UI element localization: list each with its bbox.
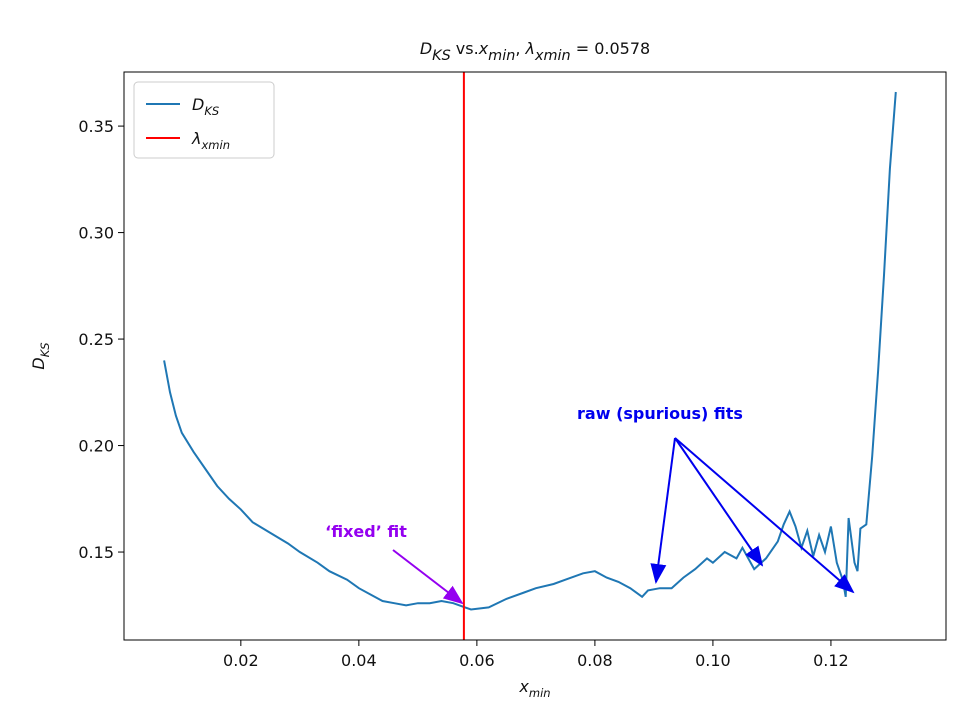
chart-title-part: vs. xyxy=(451,39,479,58)
plot-frame xyxy=(123,71,947,641)
legend-label: DKS xyxy=(192,95,219,118)
x-axis-label: xmin xyxy=(518,677,550,700)
annotation: raw (spurious) fits xyxy=(577,404,743,423)
chart-title-part: KS xyxy=(432,48,451,64)
chart-title-part: = 0.0578 xyxy=(571,39,651,58)
x-tick-label: 0.06 xyxy=(459,651,495,670)
x-tick-label: 0.10 xyxy=(695,651,731,670)
y-tick-label: 0.20 xyxy=(78,437,114,456)
chart-title-part: D xyxy=(420,39,432,58)
x-axis-label-part: x xyxy=(518,677,529,696)
y-axis-label-part: D xyxy=(29,357,48,369)
annotation-arrow xyxy=(674,437,855,594)
annotation-arrow xyxy=(650,437,676,584)
data-line xyxy=(163,91,897,611)
chart-title: DKS vs.xmin, λxmin = 0.0578 xyxy=(420,39,650,64)
chart-title-part: xmin xyxy=(534,48,571,64)
chart-title-part: min xyxy=(488,48,515,64)
y-axis-label-part: KS xyxy=(38,342,52,357)
y-tick-label: 0.25 xyxy=(78,330,114,349)
x-tick-label: 0.02 xyxy=(223,651,259,670)
x-tick-label: 0.12 xyxy=(813,651,849,670)
x-tick-label: 0.08 xyxy=(577,651,613,670)
x-tick-label: 0.04 xyxy=(341,651,377,670)
chart-title-part: λ xyxy=(524,39,534,58)
annotation-arrow xyxy=(674,437,764,567)
y-tick-label: 0.30 xyxy=(78,224,114,243)
y-tick-label: 0.35 xyxy=(78,117,114,136)
chart-title-part: x xyxy=(478,39,489,58)
legend-label: λxmin xyxy=(191,129,230,152)
legend-label-part: λ xyxy=(191,129,201,148)
legend-label-part: D xyxy=(192,95,204,114)
y-tick-label: 0.15 xyxy=(78,543,114,562)
legend-label-part: KS xyxy=(204,104,219,118)
y-axis-label: DKS xyxy=(29,342,52,369)
x-axis-label-part: min xyxy=(529,686,551,700)
chart-title-part: , xyxy=(515,39,525,58)
annotation-arrow xyxy=(392,549,464,605)
annotation: ‘fixed’ fit xyxy=(325,522,407,541)
legend-label-part: xmin xyxy=(200,138,230,152)
